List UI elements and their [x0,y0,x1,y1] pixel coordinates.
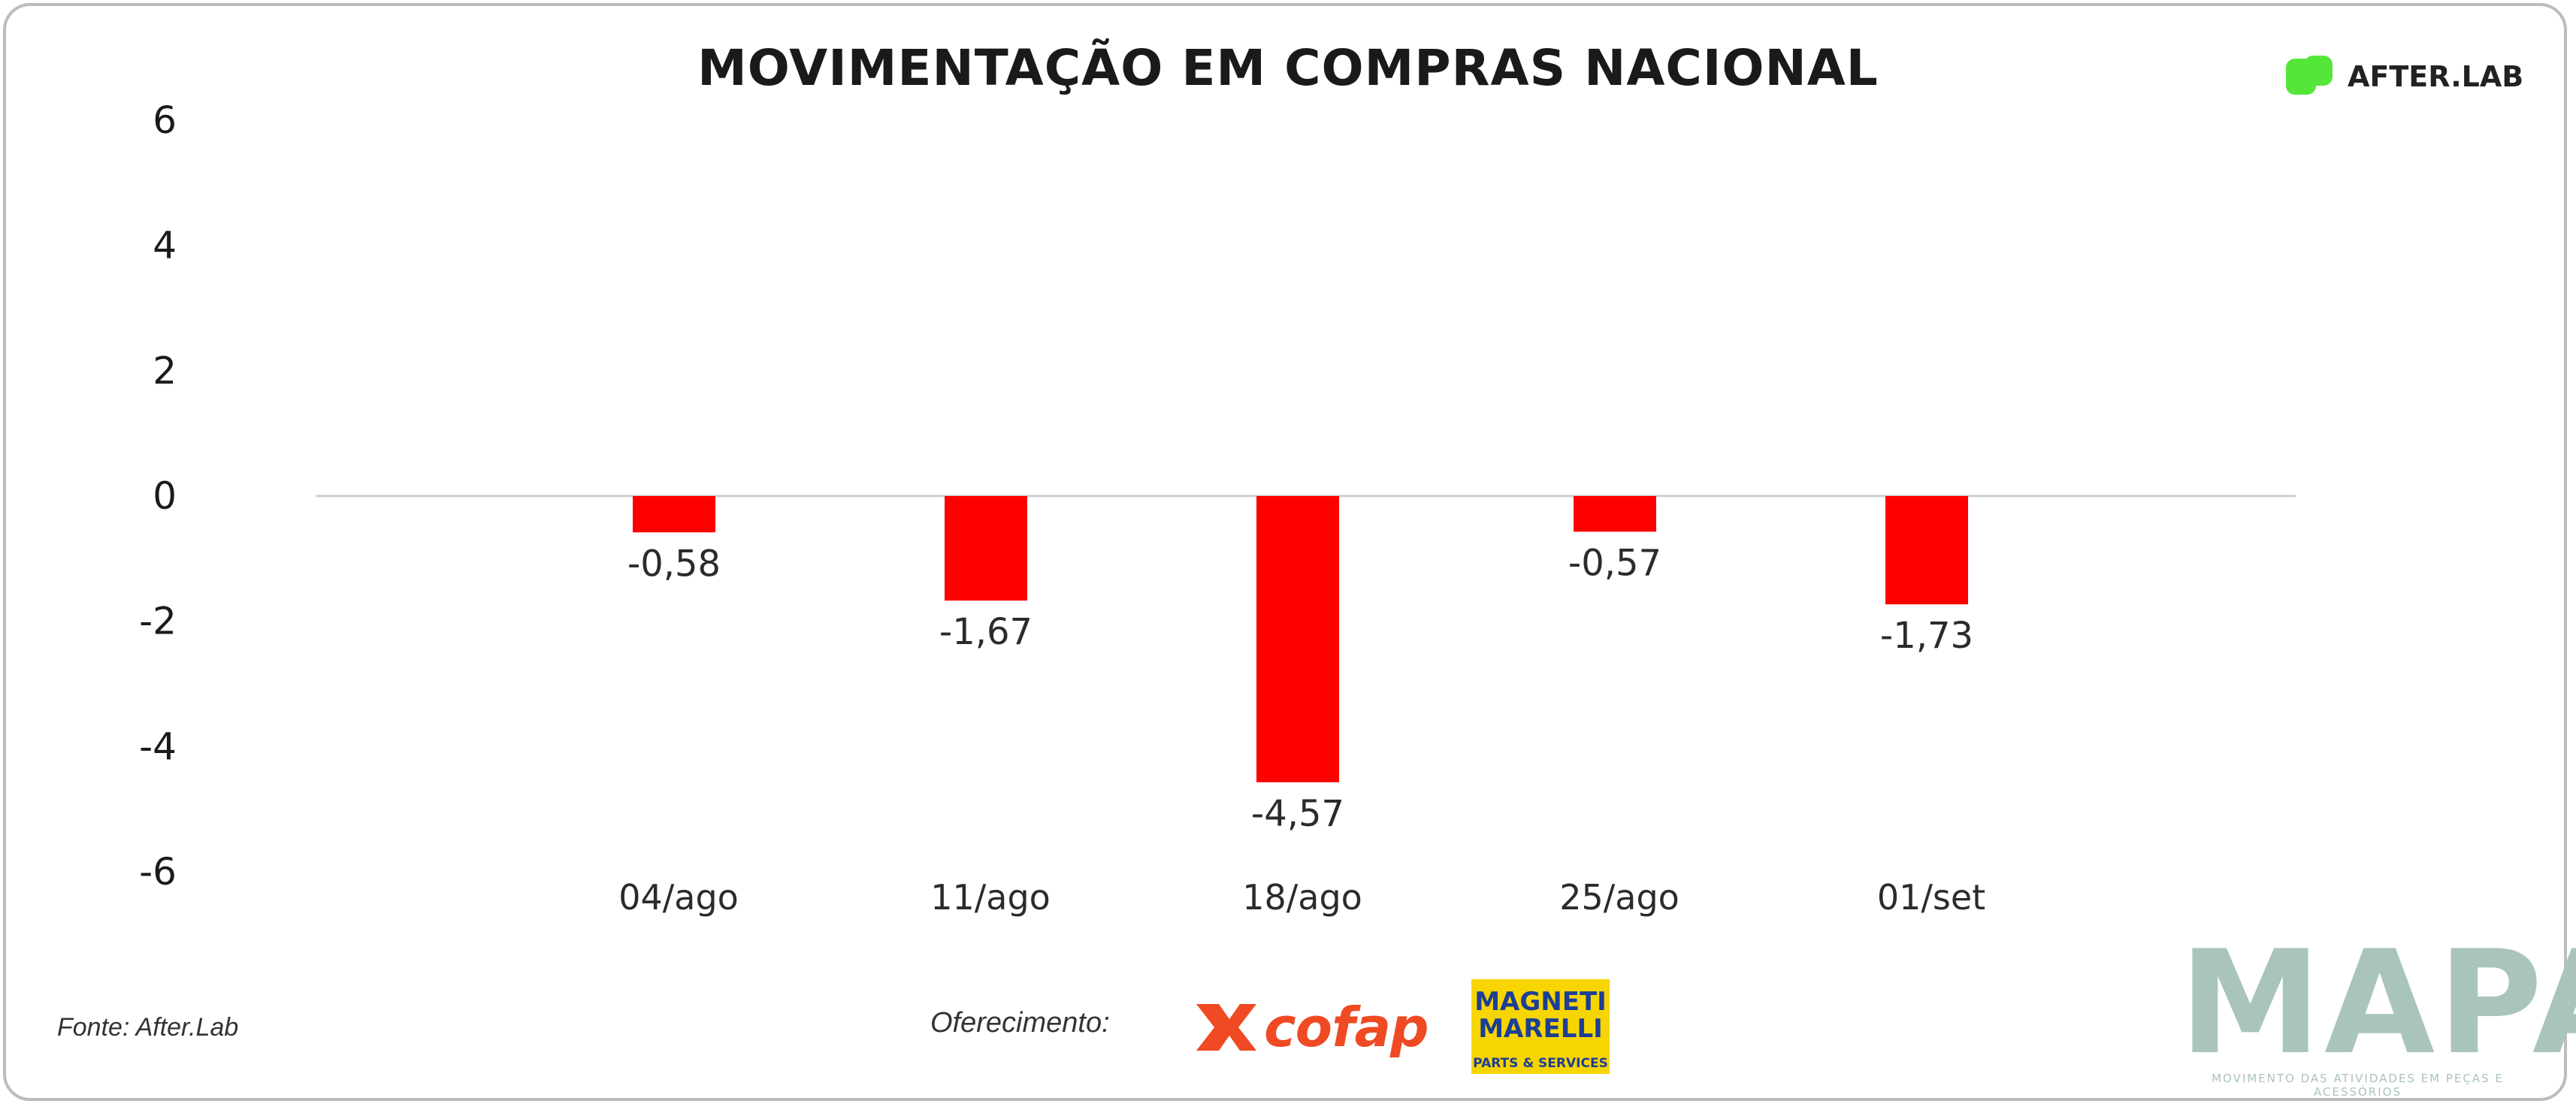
y-tick-label: 6 [153,98,177,142]
x-category-label: 11/ago [930,877,1051,918]
magneti-marelli-logo: MAGNETI MARELLI PARTS & SERVICES [1471,979,1610,1074]
data-label: -1,67 [939,611,1033,653]
data-label: -1,73 [1880,615,1973,657]
afterlab-icon [2286,56,2333,95]
magneti-text: MAGNETI [1474,987,1607,1017]
x-category-label: 04/ago [618,877,739,918]
y-tick-label: 2 [153,349,177,392]
data-label: -0,58 [627,543,721,585]
x-category-label: 01/set [1877,877,1985,918]
mapa-wordmark: MAPA [2179,920,2576,1086]
sponsor-label: Oferecimento: [930,1007,1110,1039]
y-tick-label: 4 [153,224,177,268]
y-tick-label: 0 [153,474,177,518]
afterlab-brand-text: AFTER.LAB [2348,60,2524,93]
cofap-logo: cofap [1196,996,1429,1059]
y-tick-label: -4 [139,724,177,768]
bar-11-ago [945,496,1027,601]
data-label: -0,57 [1568,543,1661,585]
cofap-text: cofap [1264,996,1429,1059]
chart-frame [3,3,2567,1101]
bar-18-ago [1256,496,1339,782]
mapa-subtitle: MOVIMENTO DAS ATIVIDADES EM PEÇAS E ACES… [2212,1072,2504,1099]
mapa-logo: MAPA MOVIMENTO DAS ATIVIDADES EM PEÇAS E… [2179,920,2576,1099]
marelli-text: MARELLI [1478,1014,1603,1044]
x-category-label: 18/ago [1242,877,1362,918]
y-tick-label: -2 [139,600,177,643]
y-tick-label: -6 [139,850,177,894]
chart-title: MOVIMENTAÇÃO EM COMPRAS NACIONAL [697,39,1879,97]
bar-25-ago [1574,496,1656,532]
cofap-x-icon [1196,1004,1256,1051]
afterlab-logo: AFTER.LAB [2284,56,2523,98]
data-label: -4,57 [1251,793,1344,835]
x-category-label: 25/ago [1559,877,1680,918]
bar-04-ago [633,496,715,533]
bar-01-set [1885,496,1968,605]
source-note: Fonte: After.Lab [57,1013,239,1042]
parts-services-text: PARTS & SERVICES [1473,1056,1608,1071]
